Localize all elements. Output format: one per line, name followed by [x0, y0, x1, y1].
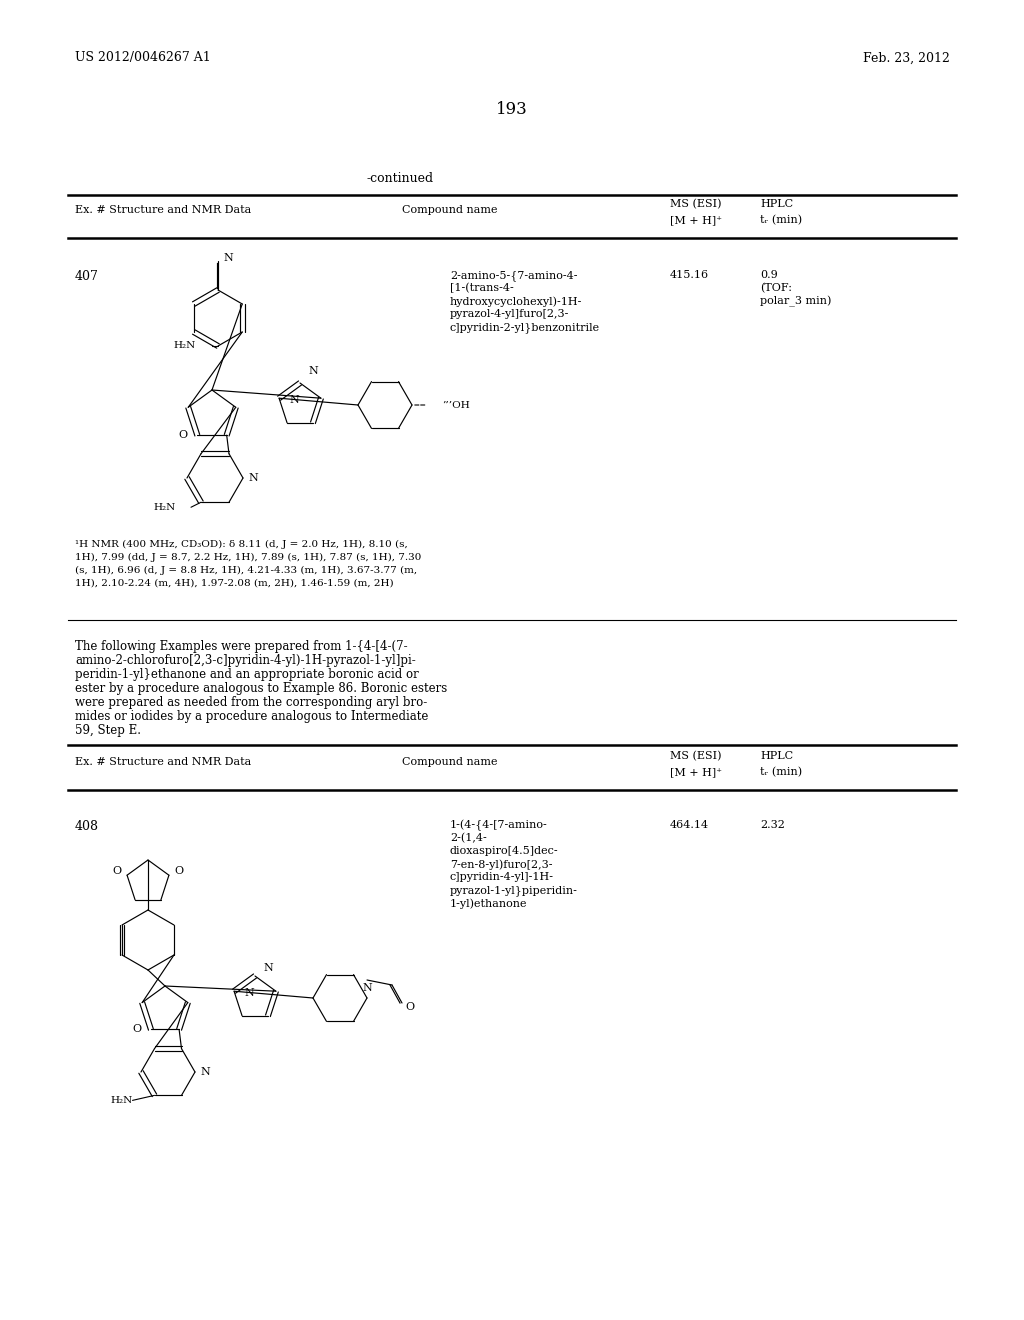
- Text: hydroxycyclohexyl)-1H-: hydroxycyclohexyl)-1H-: [450, 296, 583, 306]
- Text: 407: 407: [75, 271, 99, 282]
- Text: pyrazol-4-yl]furo[2,3-: pyrazol-4-yl]furo[2,3-: [450, 309, 569, 319]
- Text: H₂N: H₂N: [111, 1096, 133, 1105]
- Text: N: N: [263, 964, 272, 973]
- Text: polar_3 min): polar_3 min): [760, 296, 831, 308]
- Text: amino-2-chlorofuro[2,3-c]pyridin-4-yl)-1H-pyrazol-1-yl]pi-: amino-2-chlorofuro[2,3-c]pyridin-4-yl)-1…: [75, 653, 416, 667]
- Text: HPLC: HPLC: [760, 199, 794, 209]
- Text: O: O: [406, 1002, 415, 1012]
- Text: 1-(4-{4-[7-amino-: 1-(4-{4-[7-amino-: [450, 820, 548, 832]
- Text: 415.16: 415.16: [670, 271, 710, 280]
- Text: 193: 193: [496, 102, 528, 119]
- Text: ¹H NMR (400 MHz, CD₃OD): δ 8.11 (d, J = 2.0 Hz, 1H), 8.10 (s,: ¹H NMR (400 MHz, CD₃OD): δ 8.11 (d, J = …: [75, 540, 408, 549]
- Text: O: O: [132, 1024, 141, 1035]
- Text: MS (ESI): MS (ESI): [670, 199, 722, 209]
- Text: 2-(1,4-: 2-(1,4-: [450, 833, 486, 843]
- Text: dioxaspiro[4.5]dec-: dioxaspiro[4.5]dec-: [450, 846, 559, 855]
- Text: MS (ESI): MS (ESI): [670, 751, 722, 762]
- Text: (TOF:: (TOF:: [760, 282, 792, 293]
- Text: N: N: [308, 366, 317, 376]
- Text: O: O: [174, 866, 183, 876]
- Text: N: N: [248, 473, 258, 483]
- Text: 408: 408: [75, 820, 99, 833]
- Text: 59, Step E.: 59, Step E.: [75, 723, 141, 737]
- Text: H₂N: H₂N: [154, 503, 176, 512]
- Text: were prepared as needed from the corresponding aryl bro-: were prepared as needed from the corresp…: [75, 696, 427, 709]
- Text: tᵣ (min): tᵣ (min): [760, 767, 802, 777]
- Text: HPLC: HPLC: [760, 751, 794, 762]
- Text: 1H), 7.99 (dd, J = 8.7, 2.2 Hz, 1H), 7.89 (s, 1H), 7.87 (s, 1H), 7.30: 1H), 7.99 (dd, J = 8.7, 2.2 Hz, 1H), 7.8…: [75, 553, 421, 562]
- Text: ’’’OH: ’’’OH: [442, 400, 470, 409]
- Text: ester by a procedure analogous to Example 86. Boronic esters: ester by a procedure analogous to Exampl…: [75, 682, 447, 696]
- Text: The following Examples were prepared from 1-{4-[4-(7-: The following Examples were prepared fro…: [75, 640, 408, 653]
- Text: H₂N: H₂N: [174, 342, 196, 351]
- Text: [M + H]⁺: [M + H]⁺: [670, 767, 722, 777]
- Text: Compound name: Compound name: [402, 205, 498, 215]
- Text: Ex. # Structure and NMR Data: Ex. # Structure and NMR Data: [75, 756, 251, 767]
- Text: 1H), 2.10-2.24 (m, 4H), 1.97-2.08 (m, 2H), 1.46-1.59 (m, 2H): 1H), 2.10-2.24 (m, 4H), 1.97-2.08 (m, 2H…: [75, 579, 393, 587]
- Text: N: N: [289, 395, 299, 405]
- Text: N: N: [223, 253, 232, 263]
- Text: tᵣ (min): tᵣ (min): [760, 215, 802, 226]
- Text: Ex. # Structure and NMR Data: Ex. # Structure and NMR Data: [75, 205, 251, 215]
- Text: N: N: [244, 989, 254, 998]
- Text: 2-amino-5-{7-amino-4-: 2-amino-5-{7-amino-4-: [450, 271, 578, 281]
- Text: 2.32: 2.32: [760, 820, 784, 830]
- Text: 1-yl)ethanone: 1-yl)ethanone: [450, 898, 527, 908]
- Text: 0.9: 0.9: [760, 271, 778, 280]
- Text: [M + H]⁺: [M + H]⁺: [670, 215, 722, 224]
- Text: [1-(trans-4-: [1-(trans-4-: [450, 282, 514, 293]
- Text: Compound name: Compound name: [402, 756, 498, 767]
- Text: peridin-1-yl}ethanone and an appropriate boronic acid or: peridin-1-yl}ethanone and an appropriate…: [75, 668, 419, 681]
- Text: O: O: [113, 866, 122, 876]
- Text: 464.14: 464.14: [670, 820, 710, 830]
- Text: Feb. 23, 2012: Feb. 23, 2012: [863, 51, 950, 65]
- Text: O: O: [179, 430, 187, 441]
- Text: US 2012/0046267 A1: US 2012/0046267 A1: [75, 51, 211, 65]
- Text: N: N: [362, 983, 372, 993]
- Text: -continued: -continued: [367, 172, 433, 185]
- Text: c]pyridin-2-yl}benzonitrile: c]pyridin-2-yl}benzonitrile: [450, 322, 600, 333]
- Text: c]pyridin-4-yl]-1H-: c]pyridin-4-yl]-1H-: [450, 873, 554, 882]
- Text: 7-en-8-yl)furo[2,3-: 7-en-8-yl)furo[2,3-: [450, 859, 553, 870]
- Text: (s, 1H), 6.96 (d, J = 8.8 Hz, 1H), 4.21-4.33 (m, 1H), 3.67-3.77 (m,: (s, 1H), 6.96 (d, J = 8.8 Hz, 1H), 4.21-…: [75, 566, 417, 576]
- Text: mides or iodides by a procedure analogous to Intermediate: mides or iodides by a procedure analogou…: [75, 710, 428, 723]
- Text: N: N: [200, 1067, 210, 1077]
- Text: pyrazol-1-yl}piperidin-: pyrazol-1-yl}piperidin-: [450, 884, 578, 896]
